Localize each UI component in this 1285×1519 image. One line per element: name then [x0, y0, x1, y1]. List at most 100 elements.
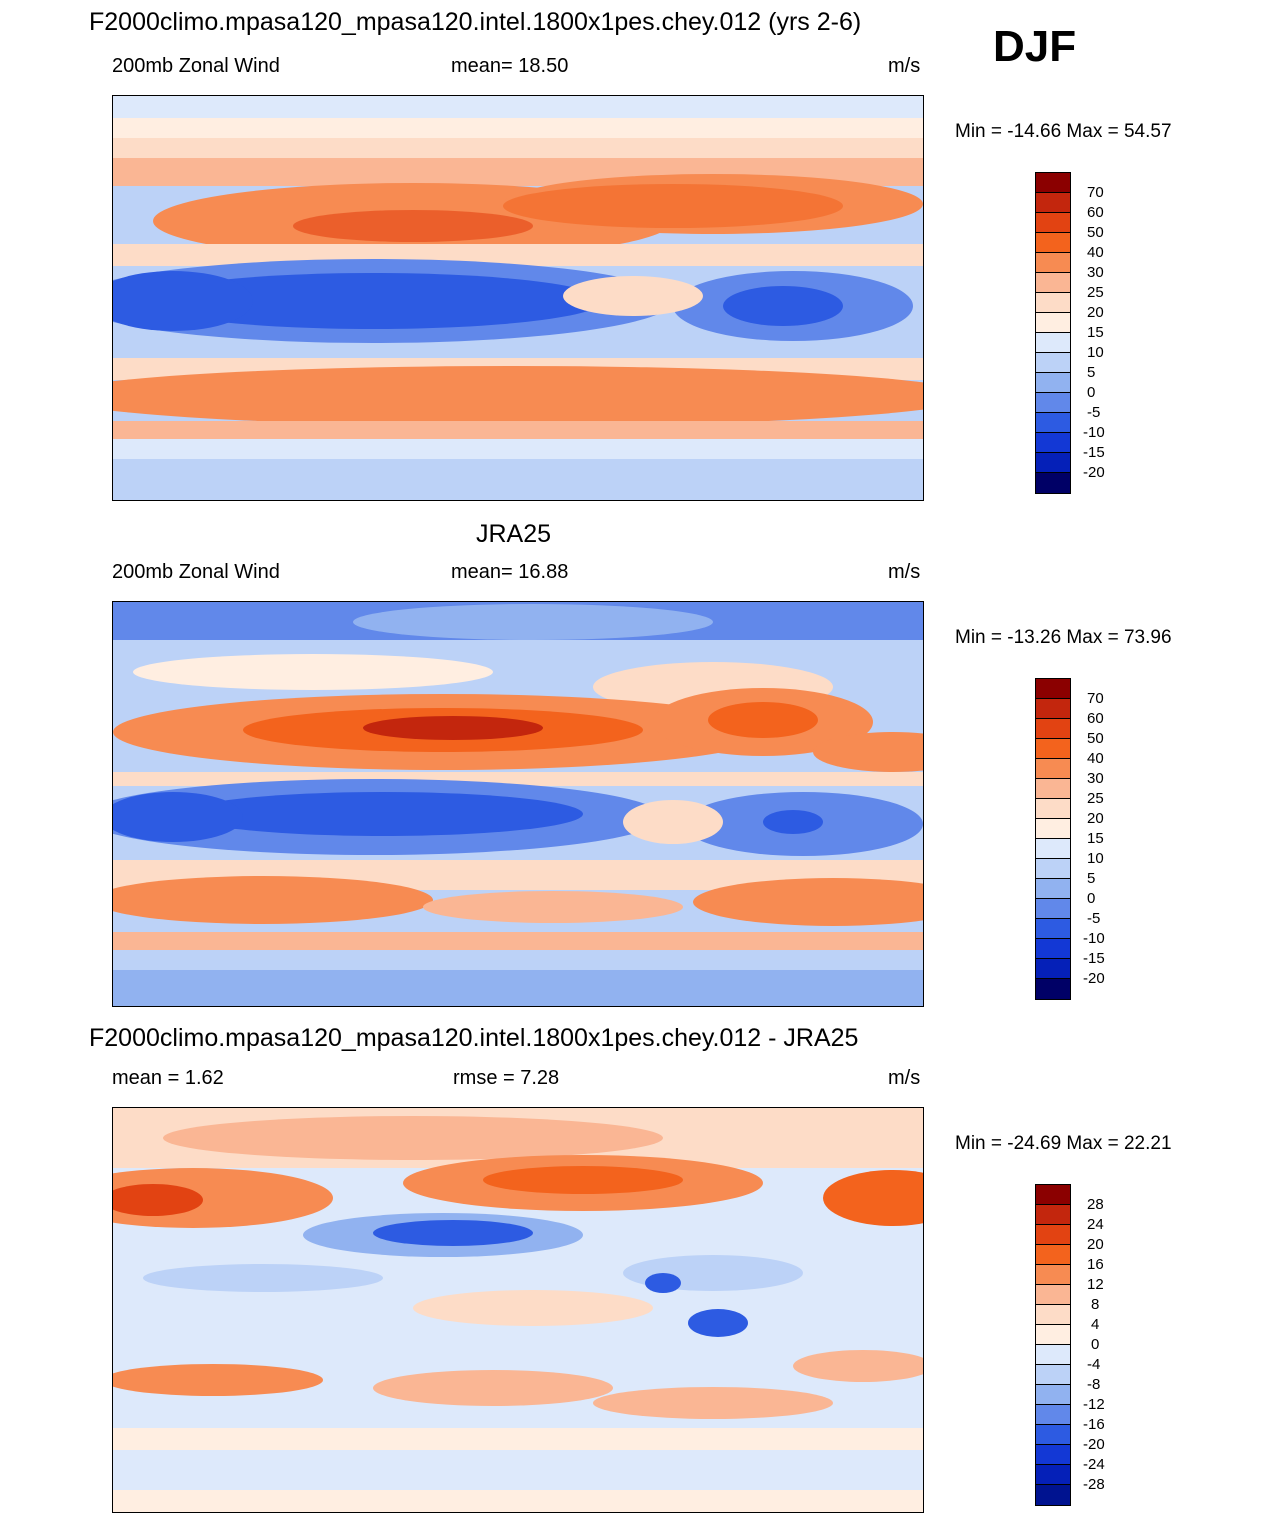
panel-1-colorbar-swatch: [1036, 433, 1070, 453]
panel-3-tick: 24: [1087, 1216, 1104, 1233]
panel-2-map: [112, 601, 924, 1007]
panel-3-tick: 16: [1087, 1256, 1104, 1273]
panel-1-colorbar-swatch: [1036, 233, 1070, 253]
panel-2-colorbar-swatch: [1036, 939, 1070, 959]
panel-3-rmse-label: rmse = 7.28: [453, 1067, 560, 1089]
panel-3-colorbar-swatch: [1036, 1425, 1070, 1445]
panel-1-tick: -10: [1083, 424, 1105, 441]
panel-3-colorbar-swatch: [1036, 1245, 1070, 1265]
panel-3-colorbar-swatch: [1036, 1465, 1070, 1485]
panel-2-tick: 10: [1087, 850, 1104, 867]
panel-3-tick: -8: [1087, 1376, 1101, 1393]
panel-3-mean-label: mean = 1.62: [112, 1067, 224, 1089]
panel-1-tick: -5: [1087, 404, 1101, 421]
panel-1-colorbar-swatch: [1036, 473, 1070, 493]
panel-1-colorbar-swatch: [1036, 393, 1070, 413]
panel-3-tick: -4: [1087, 1356, 1101, 1373]
panel-1-tick: -15: [1083, 444, 1105, 461]
panel-3-colorbar-swatch: [1036, 1205, 1070, 1225]
panel-2-tick: 0: [1087, 890, 1096, 907]
panel-1-tick: 30: [1087, 264, 1104, 281]
panel-1-tick: 25: [1087, 284, 1104, 301]
panel-1-colorbar-swatch: [1036, 293, 1070, 313]
panel-1-colorbar-swatch: [1036, 173, 1070, 193]
panel-1-tick: 70: [1087, 184, 1104, 201]
panel-2-mean-label: mean= 16.88: [451, 561, 569, 583]
panel-3-colorbar: [1035, 1184, 1071, 1506]
panel-3-tick: -20: [1083, 1436, 1105, 1453]
panel-1-units-label: m/s: [888, 55, 921, 77]
panel-3-colorbar-swatch: [1036, 1445, 1070, 1465]
panel-1-tick: 40: [1087, 244, 1104, 261]
panel-2-tick: 70: [1087, 690, 1104, 707]
panel-3-colorbar-swatch: [1036, 1265, 1070, 1285]
panel-2-colorbar-swatch: [1036, 799, 1070, 819]
panel-3-minmax: Min = -24.69 Max = 22.21: [955, 1133, 1172, 1154]
panel-2-colorbar-swatch: [1036, 959, 1070, 979]
panel-3-colorbar-swatch: [1036, 1185, 1070, 1205]
panel-3-colorbar-swatch: [1036, 1325, 1070, 1345]
panel-2-colorbar-swatch: [1036, 739, 1070, 759]
panel-3-colorbar-swatch: [1036, 1345, 1070, 1365]
panel-3-tick: -24: [1083, 1456, 1105, 1473]
panel-2-colorbar: [1035, 678, 1071, 1000]
panel-1-field-label: 200mb Zonal Wind: [112, 55, 280, 77]
panel-2-title: JRA25: [476, 520, 552, 548]
panel-1-minmax: Min = -14.66 Max = 54.57: [955, 121, 1172, 142]
panel-1-title: F2000climo.mpasa120_mpasa120.intel.1800x…: [89, 8, 862, 36]
panel-3-tick: -16: [1083, 1416, 1105, 1433]
panel-1-colorbar: [1035, 172, 1071, 494]
panel-2-colorbar-swatch: [1036, 779, 1070, 799]
panel-2-minmax: Min = -13.26 Max = 73.96: [955, 627, 1172, 648]
panel-3-tick: 0: [1091, 1336, 1100, 1353]
panel-1-tick: 15: [1087, 324, 1104, 341]
panel-2-tick: -20: [1083, 970, 1105, 987]
panel-3-title: F2000climo.mpasa120_mpasa120.intel.1800x…: [89, 1024, 859, 1052]
panel-3-colorbar-swatch: [1036, 1225, 1070, 1245]
panel-3-tick: 12: [1087, 1276, 1104, 1293]
panel-3-tick: 28: [1087, 1196, 1104, 1213]
panel-1-tick: 5: [1087, 364, 1096, 381]
panel-1-map: [112, 95, 924, 501]
panel-1-mean-label: mean= 18.50: [451, 55, 569, 77]
panel-2-tick: 25: [1087, 790, 1104, 807]
panel-1-colorbar-swatch: [1036, 413, 1070, 433]
panel-3-tick: -28: [1083, 1476, 1105, 1493]
panel-2-colorbar-swatch: [1036, 879, 1070, 899]
panel-2-tick: -10: [1083, 930, 1105, 947]
panel-2-colorbar-swatch: [1036, 899, 1070, 919]
panel-2-colorbar-swatch: [1036, 919, 1070, 939]
panel-2-tick: 50: [1087, 730, 1104, 747]
panel-2-colorbar-swatch: [1036, 719, 1070, 739]
panel-2-colorbar-swatch: [1036, 979, 1070, 999]
panel-2-colorbar-swatch: [1036, 839, 1070, 859]
panel-1-colorbar-swatch: [1036, 253, 1070, 273]
panel-1-colorbar-swatch: [1036, 333, 1070, 353]
panel-1-tick: 50: [1087, 224, 1104, 241]
panel-3-tick: 20: [1087, 1236, 1104, 1253]
panel-3-tick: 8: [1091, 1296, 1100, 1313]
panel-1-tick: -20: [1083, 464, 1105, 481]
panel-1-colorbar-swatch: [1036, 373, 1070, 393]
panel-2-units-label: m/s: [888, 561, 921, 583]
panel-2-tick: 15: [1087, 830, 1104, 847]
panel-2-colorbar-swatch: [1036, 859, 1070, 879]
panel-3-colorbar-swatch: [1036, 1485, 1070, 1505]
panel-2-tick: 20: [1087, 810, 1104, 827]
panel-1-colorbar-swatch: [1036, 273, 1070, 293]
panel-1-tick: 0: [1087, 384, 1096, 401]
panel-3-tick: -12: [1083, 1396, 1105, 1413]
panel-3-colorbar-swatch: [1036, 1365, 1070, 1385]
panel-3-colorbar-swatch: [1036, 1385, 1070, 1405]
panel-1-tick: 60: [1087, 204, 1104, 221]
panel-2-field-label: 200mb Zonal Wind: [112, 561, 280, 583]
season-label: DJF: [993, 22, 1077, 71]
panel-2-tick: -5: [1087, 910, 1101, 927]
panel-2-tick: 40: [1087, 750, 1104, 767]
panel-3-map: [112, 1107, 924, 1513]
panel-1-colorbar-swatch: [1036, 453, 1070, 473]
panel-1-tick: 10: [1087, 344, 1104, 361]
panel-3-colorbar-swatch: [1036, 1285, 1070, 1305]
panel-1-colorbar-swatch: [1036, 313, 1070, 333]
panel-2-tick: -15: [1083, 950, 1105, 967]
